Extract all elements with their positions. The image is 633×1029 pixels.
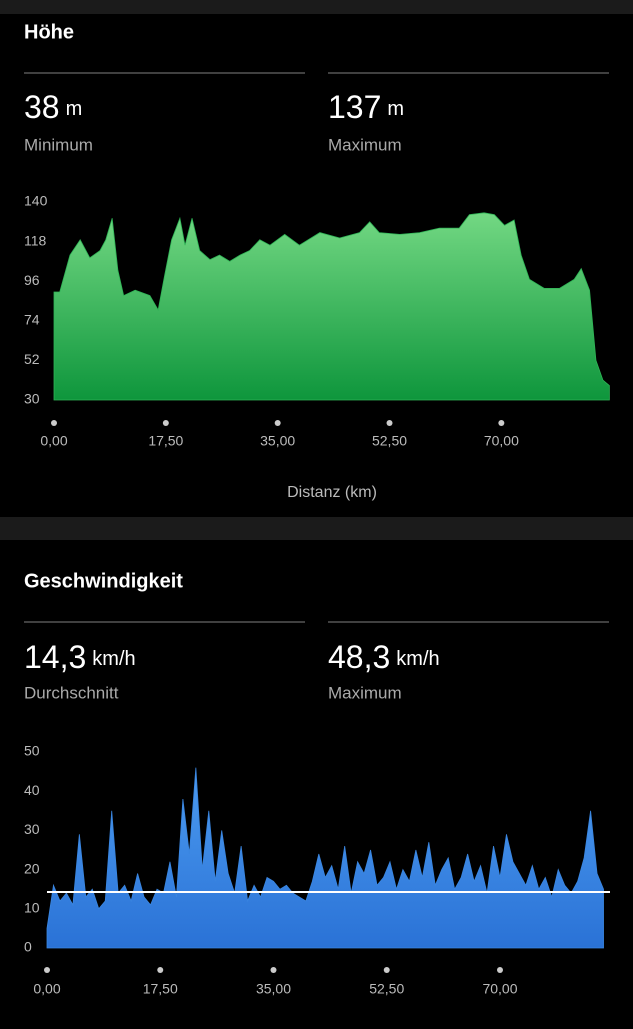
stat-unit: km/h [396,648,439,670]
stat-unit: m [66,98,83,120]
stat-value: 14,3 km/h [24,639,136,675]
y-tick-label: 140 [24,193,48,209]
x-tick-dot [44,967,50,973]
x-tick-label: 0,00 [40,433,67,449]
stat-label: Minimum [24,135,93,154]
y-tick-label: 52 [24,351,40,367]
y-tick-label: 50 [24,743,40,759]
stat-unit: km/h [92,648,135,670]
x-tick-label: 52,50 [369,981,404,997]
area [46,767,604,949]
section-title: Geschwindigkeit [24,570,183,592]
stat-number: 14,3 [24,639,86,675]
separator [0,517,633,540]
x-tick-label: 35,00 [256,981,291,997]
stat-number: 48,3 [328,639,390,675]
y-tick-label: 0 [24,939,32,955]
y-tick-label: 20 [24,860,40,876]
stat-unit: m [387,98,404,120]
stat-label: Durchschnitt [24,683,119,702]
x-tick-label: 52,50 [372,433,407,449]
x-tick-dot [51,420,57,426]
x-tick-label: 0,00 [33,981,60,997]
y-tick-label: 10 [24,900,40,916]
x-tick-dot [383,967,390,973]
x-tick-dot [270,967,277,973]
x-tick-dot [162,420,169,426]
section-title: Höhe [24,21,74,43]
stat-value: 48,3 km/h [328,639,440,675]
y-tick-label: 40 [24,782,40,798]
x-tick-label: 17,50 [148,433,183,449]
y-tick-label: 96 [24,272,40,288]
x-tick-dot [498,420,505,426]
x-tick-dot [386,420,393,426]
x-tick-label: 17,50 [143,981,178,997]
y-tick-label: 30 [24,391,40,407]
x-tick-label: 70,00 [482,981,517,997]
x-tick-dot [157,967,164,973]
stat-number: 137 [328,89,381,125]
stat-value: 38 m [24,89,82,125]
top-band [0,0,633,14]
x-tick-dot [274,420,281,426]
x-tick-label: 35,00 [260,433,295,449]
y-tick-label: 118 [24,232,47,248]
stat-label: Maximum [328,683,402,702]
x-axis-label: Distanz (km) [287,484,377,501]
y-tick-label: 30 [24,821,40,837]
y-tick-label: 74 [24,312,40,328]
x-tick-dot [496,967,503,973]
x-tick-label: 70,00 [484,433,519,449]
stat-label: Maximum [328,135,402,154]
stat-number: 38 [24,89,60,125]
stat-value: 137 m [328,89,404,125]
area [53,212,610,401]
